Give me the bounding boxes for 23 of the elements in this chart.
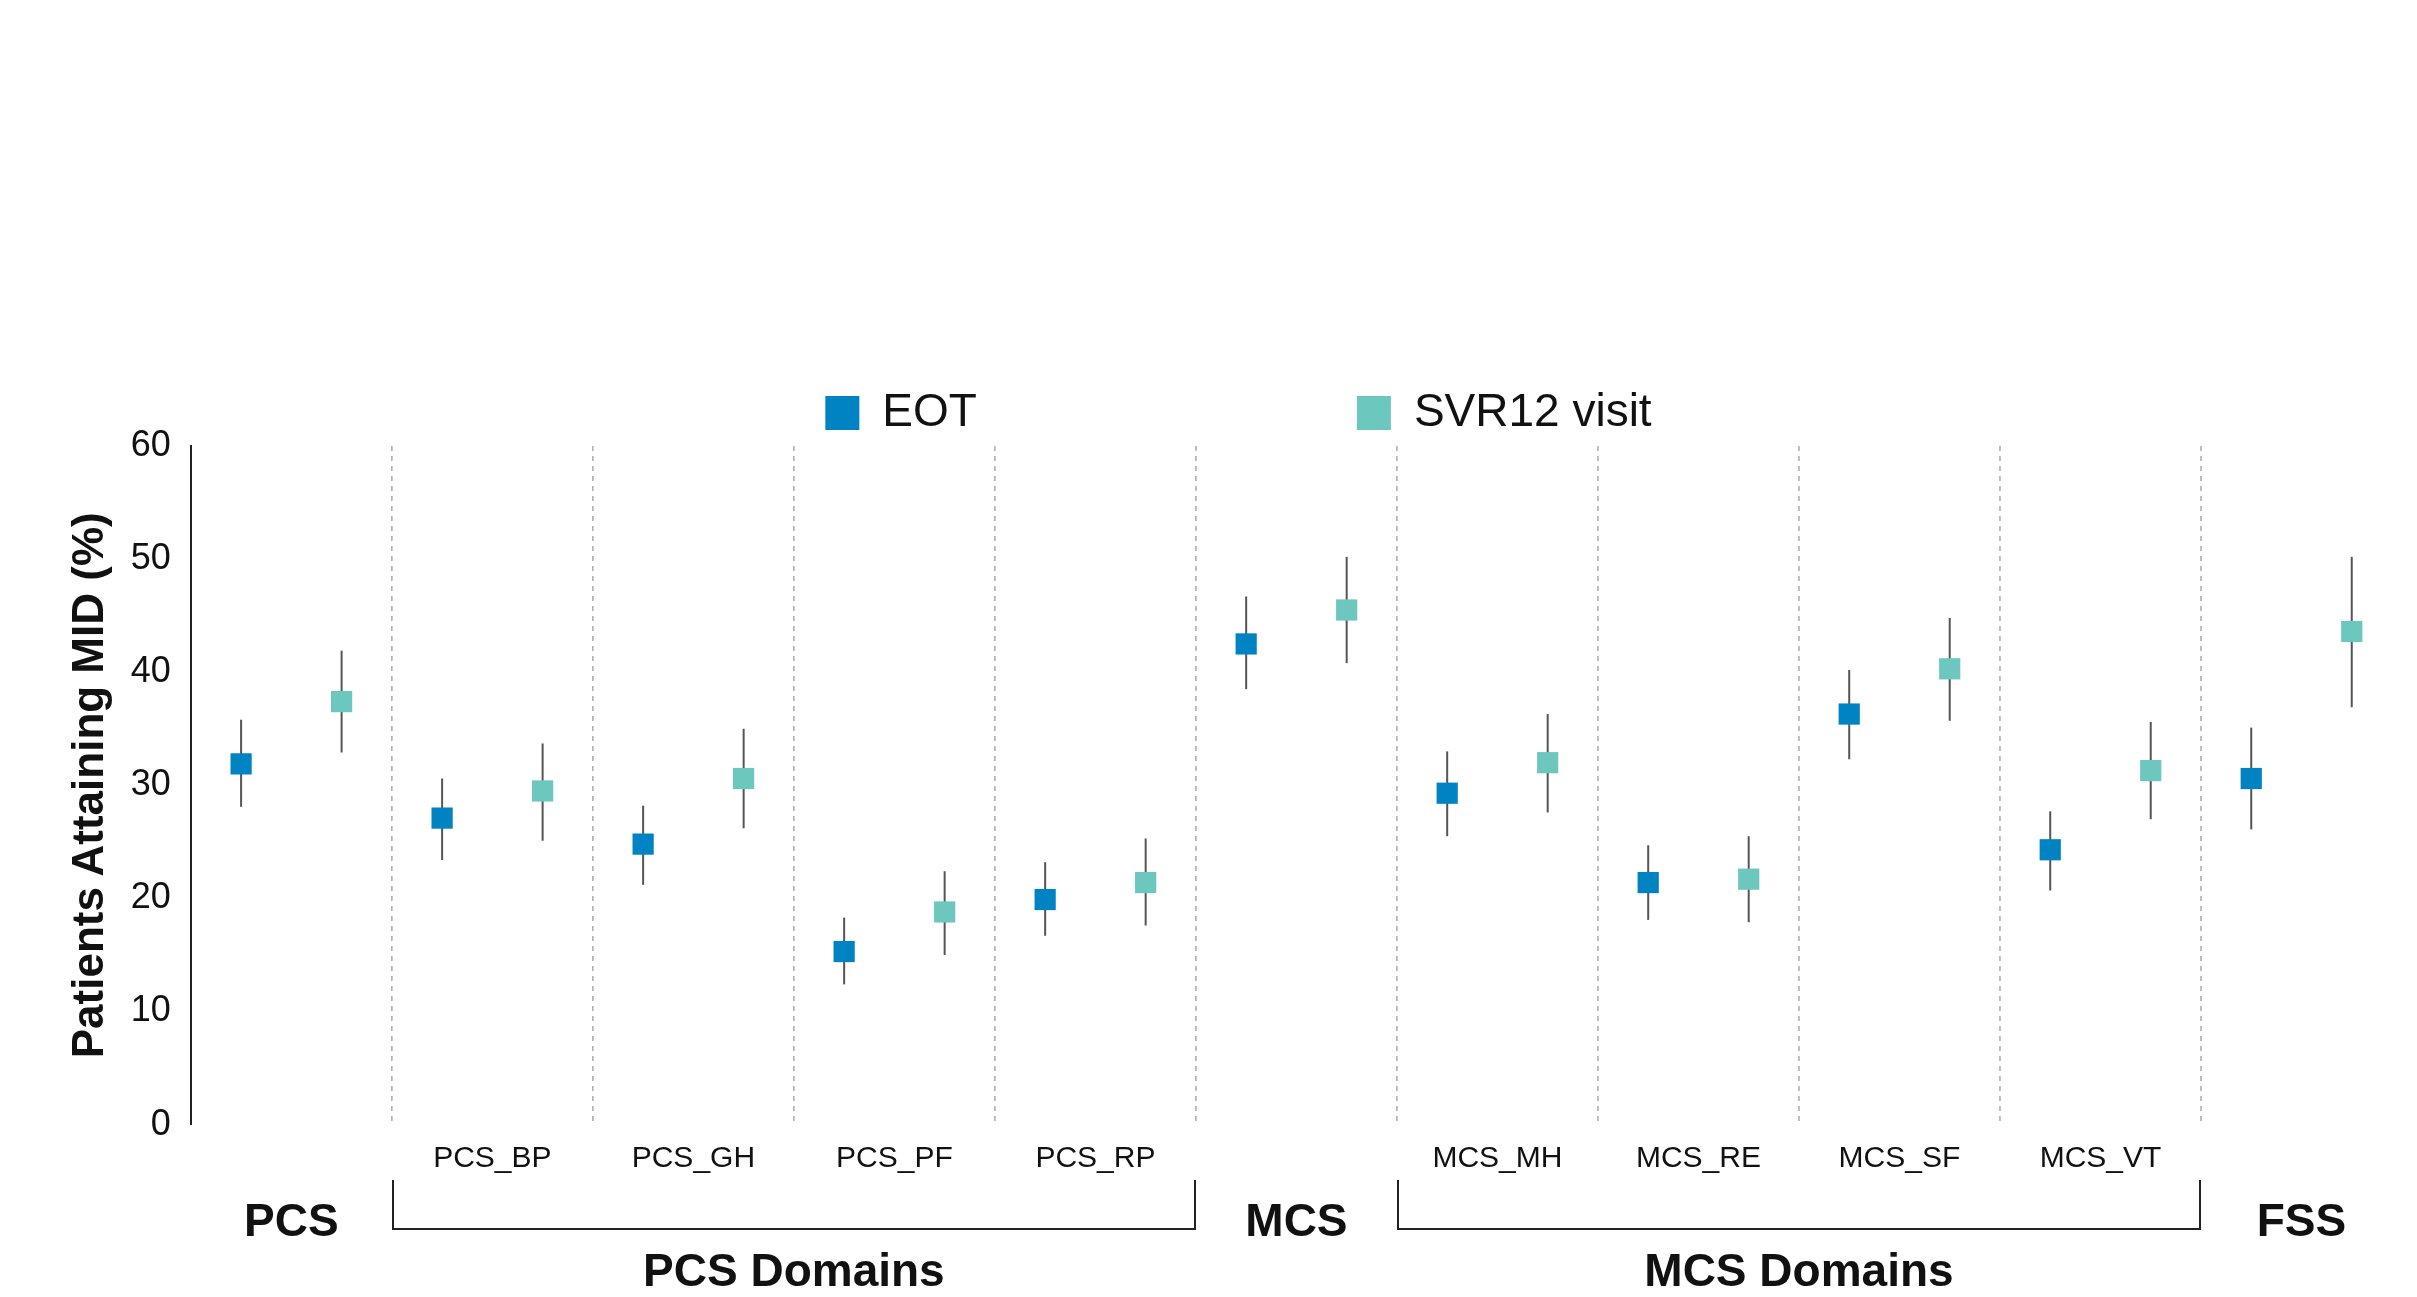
x-tick-label: MCS_SF bbox=[1838, 1139, 1961, 1173]
y-tick-label: 0 bbox=[150, 1101, 171, 1143]
x-tick-label: PCS_GH bbox=[631, 1139, 756, 1173]
legend-label: SVR12 visit bbox=[1413, 383, 1652, 436]
text: PCS Domains bbox=[643, 1243, 945, 1296]
x-tick-label: MCS_RE bbox=[1635, 1139, 1761, 1173]
legend-label: EOT bbox=[882, 383, 977, 436]
y-axis-title: Patients Attaining MID (%) bbox=[62, 512, 112, 1059]
y-tick-label: 20 bbox=[130, 875, 171, 917]
x-tick-label: PCS_PF bbox=[836, 1139, 953, 1173]
x-tick-label: MCS_MH bbox=[1432, 1139, 1563, 1173]
y-tick-label: 50 bbox=[130, 536, 171, 578]
x-tick-label: PCS_BP bbox=[433, 1139, 552, 1173]
x-tick-label: PCS bbox=[244, 1194, 339, 1247]
x-tick-label: MCS_VT bbox=[2039, 1139, 2162, 1173]
y-tick-label: 40 bbox=[130, 649, 171, 691]
text: MCS Domains bbox=[1644, 1243, 1954, 1296]
x-tick-label: MCS bbox=[1245, 1194, 1348, 1247]
y-tick-label: 60 bbox=[130, 422, 171, 464]
x-tick-label: FSS bbox=[2256, 1194, 2347, 1247]
y-tick-label: 30 bbox=[130, 762, 171, 804]
x-tick-label: PCS_RP bbox=[1035, 1139, 1156, 1173]
y-tick-label: 10 bbox=[130, 988, 171, 1030]
